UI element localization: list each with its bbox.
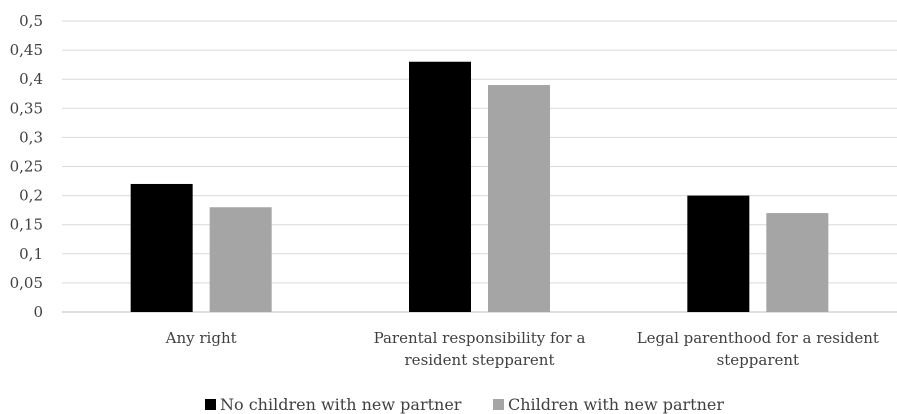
- x-category-label: Any right: [165, 329, 237, 347]
- y-tick-label: 0,4: [19, 70, 43, 88]
- y-axis-tick-labels: 0 0,05 0,1 0,15 0,2 0,25 0,3 0,35 0,4 0,45 0,5: [10, 12, 43, 321]
- y-tick-label: 0,5: [19, 12, 43, 30]
- y-tick-label: 0,15: [10, 216, 43, 234]
- legend-label: No children with new partner: [220, 395, 462, 414]
- y-tick-label: 0,35: [10, 99, 43, 117]
- bar: [766, 213, 829, 312]
- legend-swatch: [205, 399, 216, 410]
- y-tick-label: 0,05: [10, 274, 43, 292]
- bar: [488, 85, 550, 313]
- legend-swatch: [493, 399, 504, 410]
- bars: [130, 61, 829, 313]
- legend: No children with new partner Children wit…: [205, 395, 724, 414]
- bar: [130, 183, 193, 312]
- bar: [687, 195, 750, 312]
- legend-label: Children with new partner: [508, 395, 724, 414]
- y-tick-label: 0,2: [19, 187, 43, 205]
- bar: [209, 207, 272, 312]
- bar: [409, 61, 471, 312]
- x-category-label: Legal parenthood for a resident stepparen…: [637, 329, 879, 369]
- y-tick-label: 0,3: [19, 128, 43, 146]
- y-tick-label: 0: [33, 303, 43, 321]
- x-category-label: Parental responsibility for a resident st…: [374, 329, 586, 369]
- y-tick-label: 0,45: [10, 41, 43, 59]
- gridlines: [62, 20, 897, 313]
- x-axis-category-labels: Any right Parental responsibility for a re…: [165, 329, 879, 369]
- y-tick-label: 0,25: [10, 158, 43, 176]
- y-tick-label: 0,1: [19, 245, 43, 263]
